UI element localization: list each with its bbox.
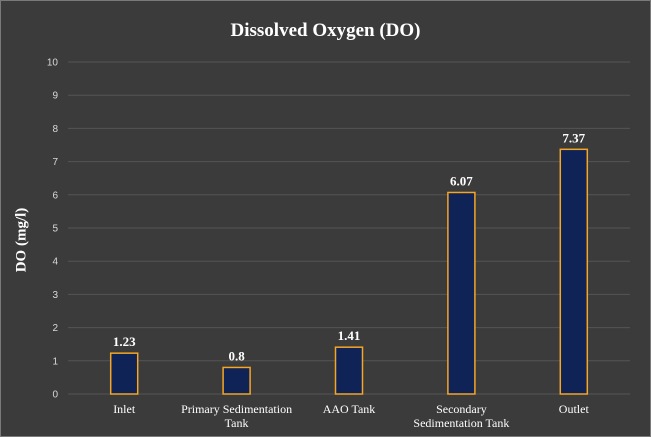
bar <box>109 352 139 395</box>
category-label: Secondary Sedimentation Tank <box>413 402 509 430</box>
bar <box>559 148 589 395</box>
bar <box>334 346 364 395</box>
category-label: Outlet <box>559 402 590 416</box>
category-label: Primary Sedimentation Tank <box>181 402 292 430</box>
y-tick-label: 10 <box>47 58 59 69</box>
bar <box>447 191 476 395</box>
y-tick-label: 5 <box>52 224 58 235</box>
y-tick-label: 1 <box>52 356 58 367</box>
category-label: Inlet <box>113 402 136 416</box>
category-label: AAO Tank <box>323 402 376 416</box>
y-tick-label: 3 <box>52 290 58 301</box>
bar <box>222 366 251 395</box>
y-tick-label: 6 <box>52 190 58 201</box>
data-label: 6.07 <box>450 173 473 188</box>
y-tick-label: 4 <box>52 257 58 268</box>
data-label: 7.37 <box>562 130 585 145</box>
y-tick-label: 2 <box>52 323 58 334</box>
y-tick-label: 7 <box>52 157 58 168</box>
y-tick-label: 0 <box>52 390 58 401</box>
y-tick-label: 9 <box>52 91 58 102</box>
data-label: 1.41 <box>338 328 361 343</box>
y-tick-label: 8 <box>52 124 58 135</box>
chart-title: Dissolved Oxygen (DO) <box>230 20 421 41</box>
data-label: 1.23 <box>113 334 136 349</box>
data-label: 0.8 <box>228 348 245 363</box>
